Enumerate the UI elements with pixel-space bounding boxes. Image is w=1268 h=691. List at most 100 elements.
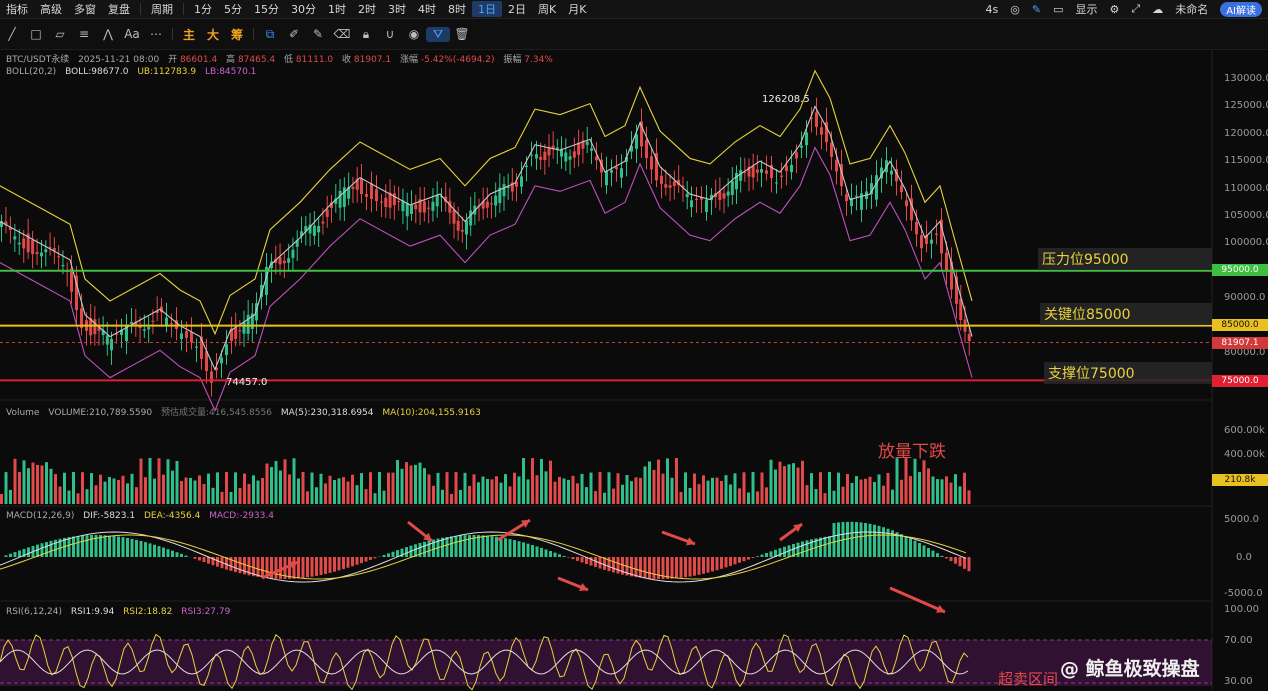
volume-bar [621, 484, 624, 504]
eye-icon[interactable]: ◉ [408, 27, 420, 41]
toolbar-item[interactable]: 1时 [328, 3, 346, 16]
toolbar-item[interactable]: 2时 [358, 3, 376, 16]
macd-bar [580, 557, 584, 563]
toolbar-item[interactable]: 30分 [291, 3, 316, 16]
candle-body [815, 112, 818, 127]
macd-bar [729, 557, 732, 566]
volume-bar [342, 477, 345, 504]
more-icon[interactable]: ⋯ [150, 27, 162, 41]
macd-bar [810, 539, 813, 557]
toolbar-item[interactable]: 1日 [472, 1, 502, 17]
high-mark-label: 126208.5 [762, 94, 810, 105]
macd-bar [135, 539, 138, 557]
macd-bar [873, 524, 876, 557]
copy-icon[interactable]: ⧉ [265, 26, 275, 41]
chip-toggle[interactable]: 筹 [230, 27, 243, 42]
candle-body [564, 152, 568, 162]
lock-icon[interactable]: 🔒︎ [362, 26, 370, 41]
macd-bar [297, 557, 300, 579]
volume-bar [796, 467, 800, 504]
macd-bar [711, 557, 714, 572]
toolbar-item[interactable]: 多窗 [74, 3, 96, 16]
volume-bar [360, 473, 363, 504]
annotation-arrowhead [793, 524, 802, 533]
macd-bar [207, 557, 210, 564]
volume-bar [913, 458, 917, 504]
boll-mid: BOLL:98677.0 [65, 67, 129, 77]
cloud-icon[interactable]: ☁ [1152, 2, 1164, 16]
toolbar-item[interactable]: 周K [538, 3, 557, 16]
layout-icon[interactable]: ▭ [1053, 2, 1064, 16]
ai-button[interactable]: AI解读 [1220, 1, 1262, 17]
candle-body [650, 156, 653, 170]
toolbar-item[interactable]: 高级 [40, 3, 62, 16]
candle-body [660, 175, 663, 184]
candle-body [835, 159, 838, 172]
ruler-icon[interactable]: ✐ [288, 27, 300, 41]
volume-bar [747, 492, 750, 504]
rsi-3: RSI3:27.79 [181, 607, 231, 617]
rsi-axis-70: 70.00 [1224, 635, 1253, 646]
fullscreen-icon[interactable]: ⤢ [1131, 2, 1141, 15]
macd-bar [324, 557, 327, 575]
toolbar-item[interactable]: 月K [568, 3, 587, 16]
toolbar-item[interactable]: 1分 [194, 3, 212, 16]
toolbar-item[interactable]: 3时 [388, 3, 406, 16]
boll-info: BOLL(20,2) BOLL:98677.0 UB:112783.9 LB:8… [6, 67, 262, 77]
candle-body [355, 178, 359, 190]
price-axis-label: 90000.0 [1224, 292, 1266, 304]
close-value: 81907.1 [353, 55, 392, 65]
volume-bar [864, 478, 867, 504]
gear-icon[interactable]: ⚙ [1109, 2, 1120, 16]
filter-icon[interactable]: ⛛ [426, 26, 450, 42]
candle-body [380, 201, 383, 203]
macd-bar [630, 557, 633, 577]
trash-icon[interactable]: 🗑︎ [454, 27, 470, 41]
volume-bar [945, 476, 948, 504]
magnet-icon[interactable]: ∪ [385, 27, 395, 41]
volume-bar [454, 472, 458, 504]
rect-tool-icon[interactable]: □ [30, 27, 42, 41]
candle-body [730, 181, 734, 195]
candle-body [630, 145, 633, 152]
candle-body [775, 182, 778, 184]
brush-icon[interactable]: ✎ [312, 27, 324, 41]
candle-body [925, 235, 928, 245]
candle-body [506, 186, 510, 189]
toolbar-item[interactable]: 5分 [224, 3, 242, 16]
volume-bar [270, 467, 273, 504]
toolbar-item[interactable]: 复盘 [108, 3, 130, 16]
channel-tool-icon[interactable]: ▱ [55, 27, 65, 41]
macd-bar [454, 535, 458, 557]
text-tool-icon[interactable]: Aa [124, 27, 140, 41]
volume-bar [495, 476, 498, 504]
candle-body [800, 145, 803, 148]
main-chart-toggle[interactable]: 主 [182, 27, 195, 42]
pen-icon[interactable]: ✎ [1031, 2, 1042, 16]
candle-body [190, 332, 193, 343]
candle-body [590, 148, 593, 151]
display-button[interactable]: 显示 [1075, 3, 1098, 16]
candle-body [635, 134, 638, 149]
large-order-toggle[interactable]: 大 [206, 27, 219, 42]
candle-body [410, 205, 413, 214]
toolbar-item[interactable]: 2日 [508, 3, 526, 16]
fib-tool-icon[interactable]: ≡ [78, 27, 90, 41]
volume-bar [634, 477, 638, 504]
volume-bar [855, 476, 858, 504]
layout-name[interactable]: 未命名 [1175, 3, 1209, 16]
toolbar-item[interactable]: 4时 [418, 3, 436, 16]
pattern-tool-icon[interactable]: ⋀ [103, 27, 113, 41]
line-tool-icon[interactable]: ╱ [8, 27, 16, 41]
macd-dea-line [0, 534, 967, 580]
toolbar-item[interactable]: 8时 [448, 3, 466, 16]
toolbar-item[interactable]: 15分 [254, 3, 279, 16]
toolbar-item[interactable]: 指标 [6, 3, 28, 16]
toolbar-item[interactable]: 周期 [151, 3, 173, 16]
macd-bar [652, 557, 656, 579]
camera-icon[interactable]: ◎ [1010, 2, 1020, 16]
watermark: @ 鲸鱼极致操盘 [1060, 658, 1200, 680]
eraser-icon[interactable]: ⌫ [333, 27, 351, 41]
macd-bar [931, 550, 935, 557]
